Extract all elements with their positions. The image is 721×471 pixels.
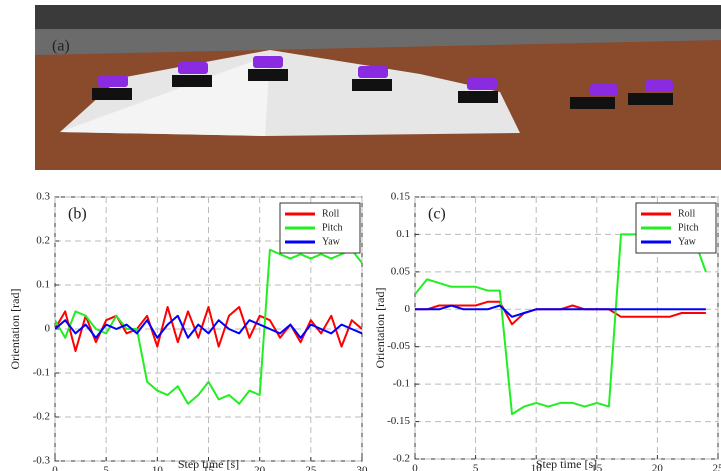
x-axis-label: Step time [s] (536, 457, 597, 471)
series-line (55, 306, 362, 352)
y-tick-label: -0.05 (387, 340, 410, 352)
legend-label: Pitch (322, 222, 343, 233)
y-axis-label: Orientation [rad] (8, 289, 22, 370)
legend-label: Pitch (678, 222, 699, 233)
x-tick-label: 25 (305, 465, 317, 471)
y-tick-label: -0.1 (393, 378, 410, 390)
wall (35, 5, 721, 29)
x-tick-label: 20 (254, 465, 266, 471)
y-tick-label: 0.15 (391, 191, 411, 203)
y-tick-label: 0.3 (36, 191, 50, 203)
y-axis-label: Orientation [rad] (373, 288, 387, 369)
x-tick-label: 5 (103, 465, 109, 471)
panel-label: (c) (428, 206, 446, 223)
y-tick-label: 0 (405, 303, 411, 315)
x-tick-label: 0 (412, 463, 418, 471)
legend-label: Roll (678, 208, 695, 219)
y-tick-label: -0.1 (33, 367, 50, 379)
y-tick-label: -0.2 (393, 453, 410, 465)
ramp-face (60, 55, 270, 136)
legend: Roll Pitch Yaw (279, 202, 361, 254)
panel-label: (a) (52, 38, 70, 55)
legend-label: Yaw (322, 236, 341, 247)
x-tick-label: 0 (52, 465, 58, 471)
series-line (55, 314, 362, 339)
x-tick-label: 10 (152, 465, 164, 471)
x-tick-label: 15 (203, 465, 215, 471)
x-tick-label: 10 (531, 463, 543, 471)
y-tick-label: 0 (45, 323, 51, 335)
panel-label: (b) (68, 206, 87, 223)
y-tick-label: 0.2 (36, 235, 50, 247)
y-tick-label: -0.2 (33, 411, 50, 423)
y-tick-label: 0.05 (391, 265, 411, 277)
x-tick-label: 15 (591, 463, 603, 471)
robots (98, 56, 673, 96)
chart: -0.2 -0.15 -0.1 -0.05 0 0.05 0.1 0.15 0 5 10 15 20 25… (373, 191, 721, 471)
x-tick-label: 5 (473, 463, 479, 471)
y-tick-label: 0.1 (396, 228, 410, 240)
legend-label: Roll (322, 208, 339, 219)
robot-legs (92, 69, 673, 109)
x-tick-label: 25 (713, 463, 721, 471)
series-line (415, 304, 706, 318)
x-axis-label: Step time [s] (178, 457, 239, 471)
y-tick-label: -0.3 (33, 455, 51, 467)
x-tick-label: 20 (652, 463, 664, 471)
scene-image: (a) (35, 5, 721, 170)
legend-label: Yaw (678, 236, 697, 247)
series-line (55, 248, 362, 405)
legend: Roll Pitch Yaw (635, 202, 717, 254)
y-tick-label: -0.15 (387, 415, 410, 427)
y-tick-label: 0.1 (36, 279, 50, 291)
chart: -0.3 -0.2 -0.1 0 0.1 0.2 0.3 0 5 10 15 20 25 30 Step t… (8, 191, 368, 471)
x-tick-label: 30 (357, 465, 369, 471)
